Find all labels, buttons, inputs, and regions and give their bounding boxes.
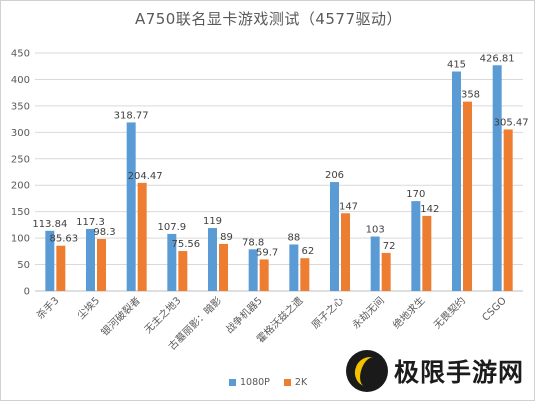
legend-swatch-2k: [283, 379, 291, 386]
bar-1080p: [492, 65, 502, 292]
bar-2k: [381, 252, 391, 291]
bar-2k: [56, 245, 66, 291]
x-tick-label: 无主之地3: [141, 294, 183, 336]
y-tick-label: 250: [11, 154, 30, 165]
bar-2k: [300, 258, 310, 291]
data-label: 72: [383, 241, 396, 252]
bar-2k: [463, 101, 472, 291]
watermark: 极限手游网: [346, 350, 524, 392]
y-tick-label: 0: [24, 287, 30, 298]
bar-2k: [422, 215, 432, 291]
bar-1080p: [208, 228, 217, 291]
x-tick-label: 战争机器5: [223, 294, 265, 336]
data-label: 415: [447, 60, 466, 71]
x-tick-label: 尘埃5: [74, 294, 102, 322]
y-tick-label: 200: [11, 181, 30, 192]
x-tick-label: 永劫无间: [349, 294, 386, 331]
data-label: 78.8: [242, 237, 264, 248]
y-tick-label: 400: [11, 75, 30, 86]
bar-2k: [259, 259, 269, 291]
data-label: 170: [406, 189, 425, 200]
bar-2k: [178, 251, 188, 291]
y-tick-label: 50: [17, 260, 30, 271]
bar-1080p: [452, 71, 461, 291]
bar-1080p: [248, 249, 258, 291]
y-tick-label: 150: [11, 207, 30, 218]
data-label: 204.47: [128, 171, 163, 182]
data-label: 89: [220, 232, 233, 243]
bar-1080p: [330, 182, 339, 291]
data-label: 426.81: [480, 53, 515, 64]
bar-2k: [341, 213, 350, 291]
x-tick-label: CSGO: [481, 295, 509, 323]
x-tick-label: 原子之心: [309, 294, 346, 331]
data-label: 147: [339, 201, 358, 212]
y-tick-label: 450: [11, 49, 30, 60]
bar-1080p: [86, 228, 95, 291]
y-tick-label: 300: [11, 128, 30, 139]
data-label: 358: [461, 90, 480, 101]
bar-1080p: [126, 122, 136, 291]
watermark-text: 极限手游网: [394, 358, 525, 387]
data-label: 62: [301, 246, 314, 257]
data-label: 85.63: [50, 234, 79, 245]
legend-item-2k: 2K: [283, 377, 308, 388]
x-tick-label: 无畏契约: [431, 294, 468, 331]
data-label: 75.56: [172, 239, 201, 250]
bar-1080p: [167, 233, 177, 291]
data-label: 117.3: [76, 217, 105, 228]
chart-title: A750联名显卡游戏测试（4577驱动）: [134, 10, 403, 28]
data-label: 206: [325, 170, 344, 181]
data-label: 305.47: [494, 117, 529, 128]
legend-item-1080p: 1080P: [229, 377, 270, 388]
data-label: 59.7: [256, 247, 278, 258]
legend-label-1080p: 1080P: [240, 377, 270, 388]
bar-2k: [97, 239, 106, 291]
data-label: 103: [366, 225, 385, 236]
chart-legend: 1080P 2K: [229, 377, 307, 388]
legend-label-2k: 2K: [294, 377, 308, 388]
bar-1080p: [411, 201, 421, 291]
y-tick-label: 100: [11, 234, 30, 245]
legend-swatch-1080p: [229, 379, 236, 386]
x-tick-label: 绝地求生: [390, 294, 427, 331]
data-label: 318.77: [114, 110, 149, 121]
data-label: 113.84: [32, 219, 67, 230]
data-label: 98.3: [93, 227, 115, 238]
data-label: 107.9: [158, 222, 187, 233]
bar-2k: [137, 182, 147, 291]
bar-1080p: [45, 230, 55, 291]
bar-1080p: [289, 244, 299, 291]
x-tick-label: 杀手3: [34, 294, 62, 322]
data-label: 119: [203, 216, 222, 227]
data-label: 88: [287, 232, 300, 243]
watermark-logo-icon: [346, 350, 388, 392]
x-tick-label: 银河破裂者: [98, 294, 143, 339]
bar-2k: [219, 243, 228, 291]
bar-1080p: [370, 236, 380, 291]
y-tick-label: 350: [11, 101, 30, 112]
bar-2k: [503, 129, 513, 291]
data-label: 142: [420, 204, 439, 215]
